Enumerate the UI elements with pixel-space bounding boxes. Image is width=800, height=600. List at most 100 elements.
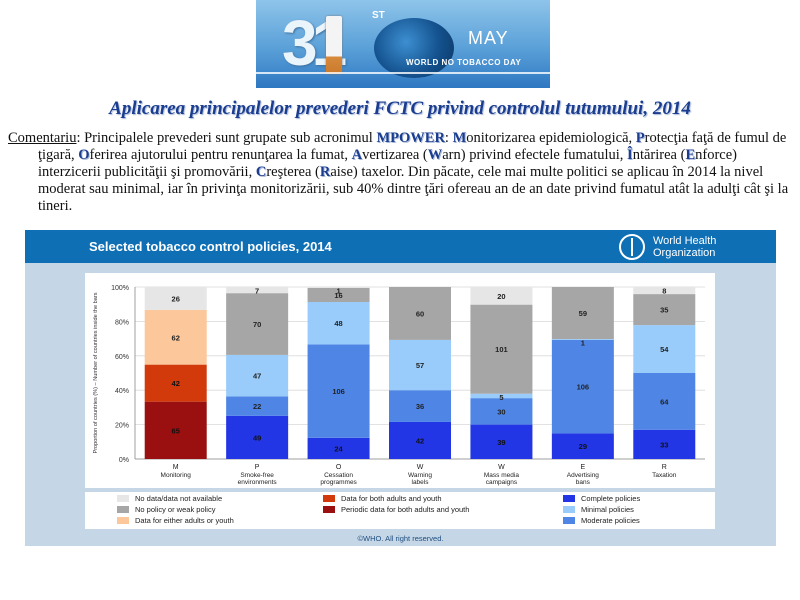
legend-swatch — [323, 506, 335, 513]
bar-segment-no_policy — [633, 294, 696, 326]
mpower-key-letter: MPOWER — [376, 130, 445, 146]
legend-swatch — [117, 517, 129, 524]
bar-value-label: 57 — [416, 361, 424, 370]
legend-item: Periodic data for both adults and youth — [323, 505, 469, 515]
bar-segment-moderate — [389, 390, 451, 422]
comment-fragment: arn) privind efectele fumatului, — [442, 147, 628, 163]
category-letter: W — [498, 464, 505, 471]
cigarette-icon — [326, 16, 342, 74]
y-tick-label: 60% — [115, 354, 129, 361]
mpower-key-letter: W — [427, 147, 443, 163]
category-name: environments — [238, 479, 278, 486]
legend-item: Data for both adults and youth — [323, 494, 442, 504]
bar-segment-moderate — [633, 373, 696, 430]
category-name: campaigns — [486, 479, 518, 486]
mpower-key-letter: O — [78, 147, 90, 163]
banner-tagline: WORLD NO TOBACCO DAY — [406, 58, 522, 67]
category-name: labels — [412, 479, 430, 486]
mpower-key-letter: M — [452, 130, 467, 146]
legend-label: Complete policies — [581, 494, 641, 503]
legend-label: Moderate policies — [581, 516, 640, 525]
category-letter: P — [255, 464, 260, 471]
bar-segment-either — [144, 309, 207, 365]
bar-value-label: 8 — [662, 287, 666, 296]
bar-segment-no_policy — [551, 287, 614, 340]
comment-fragment: nforce) interzicerii publicităţii şi pro… — [38, 147, 737, 180]
bar-value-label: 26 — [172, 294, 180, 303]
mpower-key-letter: C — [255, 164, 267, 180]
bar-value-label: 62 — [172, 333, 180, 342]
bar-segment-periodic — [144, 401, 207, 459]
bar-value-label: 59 — [579, 309, 587, 318]
legend-label: Data for both adults and youth — [341, 494, 442, 503]
bar-value-label: 1 — [581, 339, 585, 348]
category-name: Smoke-free — [240, 472, 274, 479]
comment-fragment: vertizarea ( — [362, 147, 428, 163]
y-tick-label: 80% — [115, 319, 129, 326]
bar-value-label: 7 — [255, 287, 259, 296]
bar-segment-no_data — [633, 287, 696, 295]
bar-segment-minimal — [389, 339, 451, 391]
bar-segment-moderate — [470, 398, 533, 425]
bar-value-label: 36 — [416, 402, 424, 411]
category-letter: W — [417, 464, 424, 471]
legend-item: Complete policies — [563, 494, 640, 504]
bar-value-label: 42 — [416, 436, 424, 445]
bar-value-label: 20 — [497, 292, 505, 301]
who-figure: Selected tobacco control policies, 2014 … — [25, 230, 776, 546]
bar-segment-minimal — [470, 393, 533, 399]
bar-segment-minimal — [307, 301, 370, 345]
bar-segment-moderate — [226, 396, 289, 416]
slide-title: Aplicarea principalelor prevederi FCTC p… — [109, 98, 691, 119]
legend-label: No policy or weak policy — [135, 505, 216, 514]
bar-segment-no_data — [470, 287, 533, 305]
mpower-key-letter: A — [351, 147, 363, 163]
category-name: Advertising — [567, 472, 600, 479]
bar-segment-no_data — [144, 287, 207, 310]
who-name-line1: World Health — [653, 235, 717, 247]
bar-value-label: 5 — [499, 393, 503, 402]
category-letter: M — [173, 464, 179, 471]
bar-segment-moderate — [551, 339, 614, 434]
bar-value-label: 65 — [172, 426, 180, 435]
bar-segment-minimal — [551, 339, 614, 340]
legend-item: Minimal policies — [563, 505, 634, 515]
category-name: Monitoring — [161, 472, 192, 479]
bar-segment-no_policy — [307, 287, 370, 302]
bar-segment-complete — [551, 433, 614, 459]
figure-header: Selected tobacco control policies, 2014 … — [25, 230, 776, 263]
stacked-bar-chart: 0% 20% 40% 60% 80% 100% Proportion of countrie… — [93, 285, 705, 486]
bar-value-label: 48 — [334, 319, 342, 328]
comment-fragment: : Principalele prevederi sunt grupate su… — [76, 130, 377, 146]
legend-item: Data for either adults or youth — [117, 516, 234, 526]
comment-fragment: onitorizarea epidemiologică, — [466, 130, 636, 146]
bar-value-label: 101 — [495, 345, 508, 354]
legend-swatch — [323, 495, 335, 502]
bar-value-label: 39 — [497, 438, 505, 447]
banner-day-suffix: ST — [372, 10, 385, 21]
legend-item: No policy or weak policy — [117, 505, 215, 515]
category-letter: O — [336, 464, 342, 471]
legend-swatch — [563, 506, 575, 513]
bar-segment-no_data — [226, 287, 289, 294]
bar-value-label: 47 — [253, 372, 261, 381]
who-emblem-icon — [619, 234, 645, 260]
category-name: Cessation — [324, 472, 353, 479]
bar-segment-complete — [307, 437, 370, 459]
bar-segment-no_policy — [226, 293, 289, 355]
legend-swatch — [563, 495, 575, 502]
bar-segment-complete — [633, 429, 696, 459]
bar-value-label: 22 — [253, 402, 261, 411]
legend-item: No data/data not available — [117, 494, 222, 504]
category-name: Mass media — [484, 472, 519, 479]
banner-divider — [256, 72, 550, 74]
who-name-line2: Organization — [653, 247, 716, 259]
figure-title: Selected tobacco control policies, 2014 — [89, 239, 332, 254]
bar-value-label: 106 — [332, 387, 345, 396]
bar-segment-complete — [470, 424, 533, 459]
legend-label: No data/data not available — [135, 494, 223, 503]
bar-segment-minimal — [633, 325, 696, 373]
bar-segment-minimal — [226, 354, 289, 397]
bar-segment-no_policy — [389, 287, 451, 340]
legend-swatch — [117, 495, 129, 502]
